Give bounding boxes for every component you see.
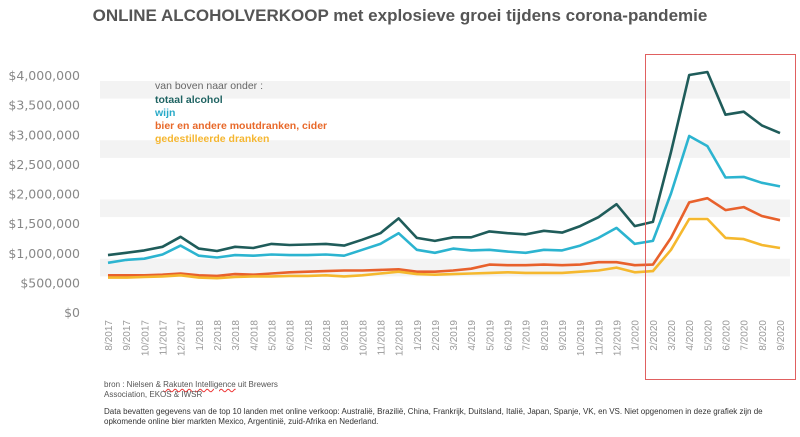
x-axis: 8/2017 9/2017 10/2017 11/2017 12/2017 1/2018 2… <box>104 320 787 357</box>
series-line-2 <box>108 196 781 278</box>
grid-band <box>100 140 790 158</box>
chart-title: ONLINE ALCOHOLVERKOOP met explosieve gro… <box>92 6 708 25</box>
data-note: Data bevatten gegevens van de top 10 lan… <box>104 407 763 426</box>
y-axis: $0 $500,000 $1,000,000 $1,500,000 $2,000,000… <box>8 68 80 320</box>
y-tick-label: $500,000 <box>20 275 80 290</box>
x-tick-label: 10/2019 <box>576 320 587 357</box>
x-tick-label: 9/2019 <box>558 320 569 351</box>
x-tick-label: 3/2020 <box>667 320 678 351</box>
legend-item-wine: wijn <box>155 107 176 119</box>
x-tick-label: 3/2018 <box>231 320 242 351</box>
series-line-1 <box>107 134 781 265</box>
series-line-0 <box>107 70 781 257</box>
x-tick-label: 1/2019 <box>413 320 424 351</box>
source-prefix: bron : Nielsen & <box>104 380 164 389</box>
legend-header: van boven naar onder : <box>155 80 263 92</box>
corona-highlight-box <box>645 54 796 380</box>
x-tick-label: 3/2019 <box>449 320 460 351</box>
y-tick-label: $3,500,000 <box>8 98 80 113</box>
x-tick-label: 8/2018 <box>322 320 333 351</box>
x-tick-label: 4/2020 <box>685 320 696 351</box>
x-tick-label: 7/2019 <box>522 320 533 351</box>
x-tick-label: 11/2019 <box>594 320 605 356</box>
x-tick-label: 9/2018 <box>340 320 351 351</box>
x-tick-label: 7/2020 <box>740 320 751 351</box>
x-tick-label: 12/2017 <box>177 320 188 357</box>
x-tick-label: 4/2019 <box>467 320 478 351</box>
x-tick-label: 11/2018 <box>376 320 387 356</box>
x-tick-label: 12/2018 <box>395 320 406 357</box>
y-tick-label: $0 <box>64 305 80 320</box>
grid-band <box>100 81 790 99</box>
x-tick-label: 6/2020 <box>722 320 733 351</box>
x-tick-label: 12/2019 <box>613 320 624 357</box>
y-tick-label: $2,000,000 <box>8 187 80 202</box>
source-rest: uit Brewers Association, EKOS & IWSR <box>104 380 278 399</box>
series-line-3 <box>108 217 781 280</box>
x-tick-label: 2/2018 <box>213 320 224 351</box>
source-brand2: Intelligence <box>195 380 236 389</box>
x-tick-label: 6/2019 <box>504 320 515 351</box>
x-tick-label: 9/2020 <box>776 320 787 351</box>
x-tick-label: 8/2017 <box>104 320 115 351</box>
series-lines <box>107 70 781 280</box>
x-tick-label: 8/2019 <box>540 320 551 351</box>
source-brand1: Rakuten <box>163 380 193 389</box>
y-tick-label: $1,000,000 <box>8 246 80 261</box>
x-tick-label: 7/2018 <box>304 320 315 351</box>
y-tick-label: $1,500,000 <box>8 216 80 231</box>
x-tick-label: 9/2017 <box>122 320 133 351</box>
y-tick-label: $3,000,000 <box>8 127 80 142</box>
x-tick-label: 5/2018 <box>267 320 278 351</box>
legend: van boven naar onder : totaal alcohol wi… <box>155 80 327 146</box>
x-tick-label: 1/2020 <box>631 320 642 351</box>
legend-item-beer: bier en andere moutdranken, cider <box>155 120 328 132</box>
x-tick-label: 8/2020 <box>758 320 769 351</box>
x-tick-label: 5/2019 <box>485 320 496 351</box>
x-tick-label: 2/2019 <box>431 320 442 351</box>
x-tick-label: 6/2018 <box>286 320 297 351</box>
x-tick-label: 5/2020 <box>703 320 714 351</box>
x-tick-label: 11/2017 <box>158 320 169 356</box>
y-tick-label: $4,000,000 <box>8 68 80 83</box>
legend-item-spirits: gedestilleerde dranken <box>155 133 270 145</box>
x-tick-label: 10/2018 <box>358 320 369 357</box>
source-text: bron : Nielsen & Rakuten Intelligence ui… <box>104 380 304 400</box>
y-tick-label: $2,500,000 <box>8 157 80 172</box>
x-tick-label: 10/2017 <box>140 320 151 357</box>
legend-item-total: totaal alcohol <box>155 94 223 106</box>
x-tick-label: 4/2018 <box>249 320 260 351</box>
x-tick-label: 1/2018 <box>195 320 206 351</box>
x-tick-label: 2/2020 <box>649 320 660 351</box>
